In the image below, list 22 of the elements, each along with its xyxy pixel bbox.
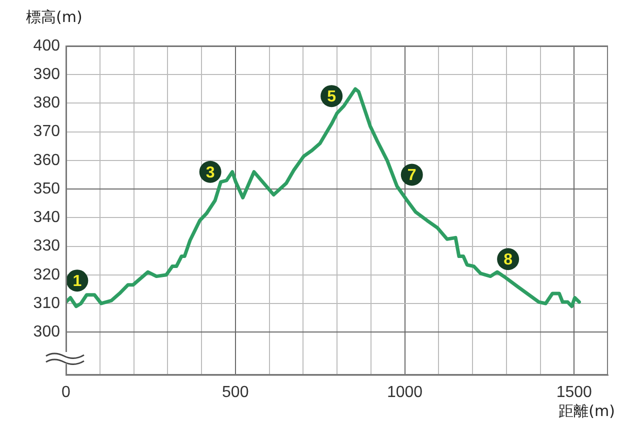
x-tick-label: 1000 <box>386 384 423 402</box>
y-tick-label: 350 <box>33 180 60 198</box>
x-tick-label: 0 <box>62 384 71 402</box>
annotation: 8 <box>504 252 513 269</box>
y-tick-label: 310 <box>33 294 60 312</box>
y-tick-label: 390 <box>33 66 60 84</box>
y-tick-label: 400 <box>33 37 60 54</box>
y-tick-label: 300 <box>33 323 60 340</box>
y-tick-label: 340 <box>33 209 60 226</box>
y-tick-label: 330 <box>33 238 60 255</box>
annotation: 7 <box>407 167 416 184</box>
x-tick-label: 500 <box>222 384 249 402</box>
annotation: 1 <box>72 273 82 290</box>
y-tick-label: 380 <box>33 94 60 112</box>
x-axis-title: 距離(m) <box>558 402 615 420</box>
y-tick-label: 360 <box>33 152 60 169</box>
y-axis-title: 標高(m) <box>26 8 82 26</box>
y-tick-label: 320 <box>33 266 60 284</box>
annotation: 5 <box>327 88 336 106</box>
annotation: 3 <box>206 164 215 182</box>
x-tick-label: 1500 <box>556 384 592 402</box>
y-tick-label: 370 <box>33 123 60 140</box>
